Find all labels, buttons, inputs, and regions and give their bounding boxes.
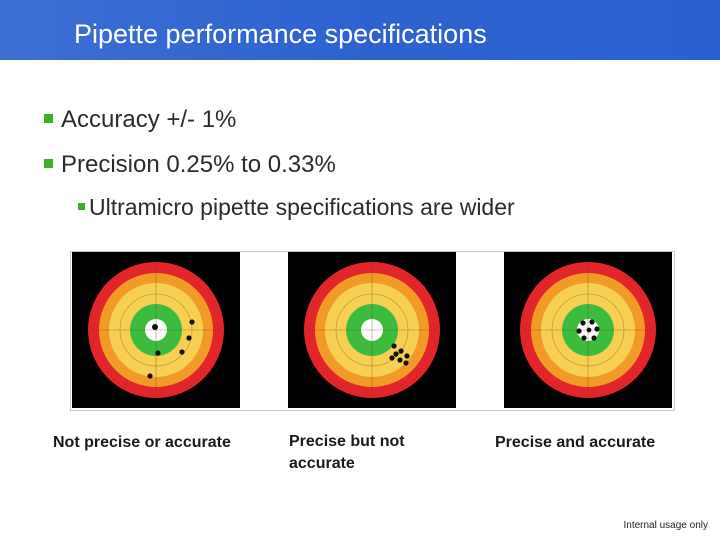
caption-precise-not-accurate: Precise but not accurate xyxy=(289,433,405,472)
shot-mark xyxy=(398,348,404,354)
shot-mark xyxy=(152,324,158,330)
shot-mark xyxy=(155,350,161,356)
shot-mark xyxy=(580,320,586,326)
bullet-text: Precision 0.25% to 0.33% xyxy=(61,151,336,178)
shot-marks xyxy=(389,343,410,366)
bullet-accuracy: Accuracy +/- 1% xyxy=(44,106,236,134)
footer-note: Internal usage only xyxy=(623,520,708,531)
title-bar: Pipette performance specifications xyxy=(0,0,720,60)
shot-mark xyxy=(189,319,195,325)
caption-not-precise-not-accurate: Not precise or accurate xyxy=(53,434,231,451)
caption-precise-accurate: Precise and accurate xyxy=(495,434,656,451)
bullet-square-icon xyxy=(44,114,53,124)
shot-mark xyxy=(581,335,587,341)
shot-mark xyxy=(591,335,597,341)
bullet-square-icon xyxy=(44,159,53,169)
sub-bullet-ultramicro: Ultramicro pipette specifications are wi… xyxy=(78,193,515,221)
bullet-precision: Precision 0.25% to 0.33% xyxy=(44,151,336,179)
target-precise-not-accurate xyxy=(288,252,456,408)
sub-bullet-text: Ultramicro pipette specifications are wi… xyxy=(89,194,515,220)
shot-mark xyxy=(589,319,595,325)
shot-mark xyxy=(393,351,399,357)
shot-mark xyxy=(403,360,409,366)
guide-ring xyxy=(335,293,409,367)
guide-ring xyxy=(119,293,193,367)
shot-mark xyxy=(389,355,395,361)
target-3-graphic xyxy=(520,262,656,398)
target-not-precise-not-accurate xyxy=(72,252,240,408)
shot-mark xyxy=(397,357,403,363)
target-precise-accurate xyxy=(504,252,672,408)
slide-title: Pipette performance specifications xyxy=(74,19,487,49)
bullet-text: Accuracy +/- 1% xyxy=(61,106,237,133)
shot-mark xyxy=(586,327,592,333)
target-2-graphic xyxy=(304,262,440,398)
shot-mark xyxy=(576,328,582,334)
shot-mark xyxy=(594,326,600,332)
shot-mark xyxy=(147,373,153,379)
shot-marks xyxy=(147,319,195,379)
target-1-graphic xyxy=(88,262,224,398)
shot-marks xyxy=(576,319,600,341)
shot-mark xyxy=(186,335,192,341)
guide-ring xyxy=(551,293,625,367)
shot-mark xyxy=(404,353,410,359)
shot-mark xyxy=(391,343,397,349)
bullet-square-icon xyxy=(78,203,85,211)
shot-mark xyxy=(179,349,185,355)
